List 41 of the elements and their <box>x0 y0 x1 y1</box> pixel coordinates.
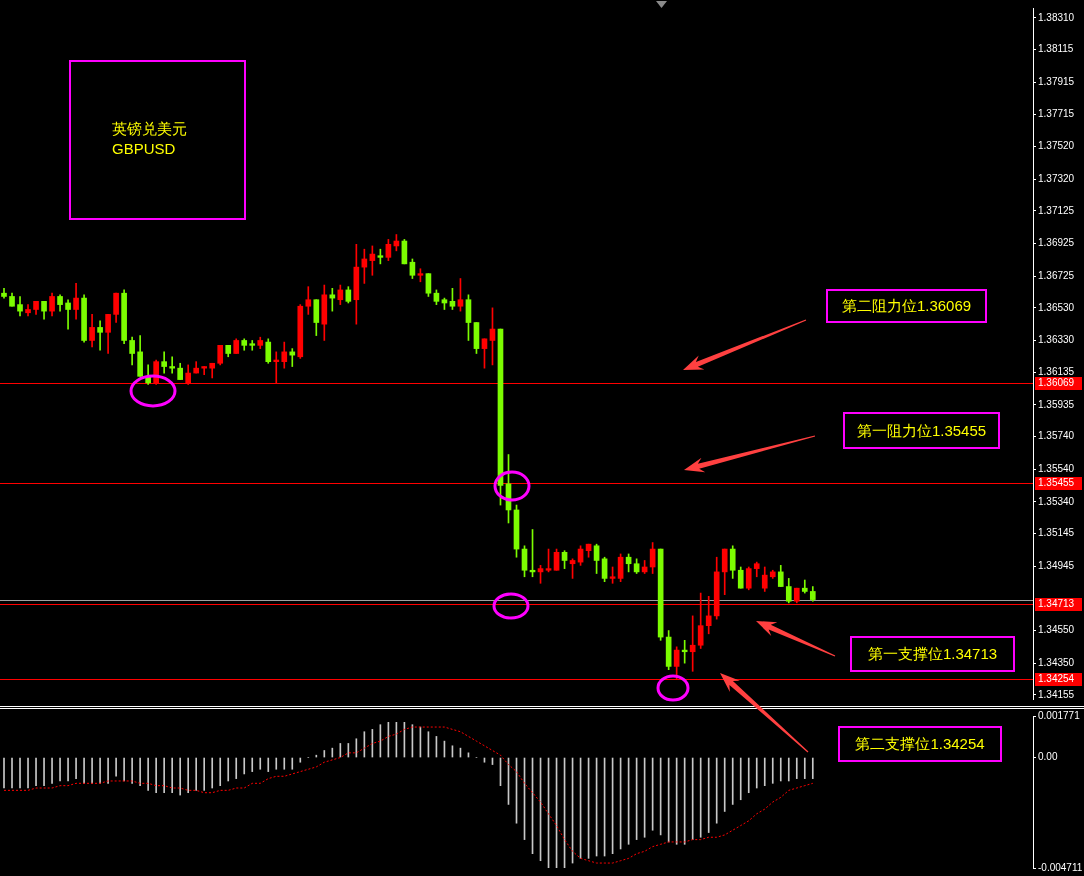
y-tick-label: 1.36530 <box>1038 301 1075 313</box>
y-tick-label: 1.38310 <box>1038 11 1075 23</box>
y-tick-label: 1.34550 <box>1038 624 1075 636</box>
ref-line-label: 1.34713 <box>1038 598 1075 610</box>
y-tick-label: 1.36135 <box>1038 365 1075 377</box>
annotation: 第一支撑位1.34713 <box>867 645 998 663</box>
text: 英镑兑美元 <box>112 120 187 137</box>
y-tick-label: 0.001771 <box>1038 709 1081 721</box>
candlestick <box>97 320 103 351</box>
y-tick-label: 1.35145 <box>1038 527 1075 539</box>
annotation: 第二支撑位1.34254 <box>855 735 985 753</box>
ref-line-label: 1.34254 <box>1038 673 1075 685</box>
y-tick-label: 1.38115 <box>1038 43 1074 55</box>
y-tick-label: 1.34350 <box>1038 656 1075 668</box>
y-tick-label: 1.37715 <box>1038 108 1075 120</box>
y-tick-label: -0.004711 <box>1038 861 1083 873</box>
y-tick-label: 1.34945 <box>1038 559 1075 571</box>
y-tick-label: 1.36725 <box>1038 269 1075 281</box>
candlestick <box>65 299 71 330</box>
y-tick-label: 1.37915 <box>1038 75 1075 87</box>
candlestick <box>169 356 175 374</box>
y-tick-label: 1.35340 <box>1038 495 1075 507</box>
y-tick-label: 1.35935 <box>1038 398 1075 410</box>
y-tick-label: 1.37125 <box>1038 204 1075 216</box>
y-tick-label: 1.34155 <box>1038 688 1075 700</box>
candlestick <box>201 366 208 376</box>
ref-line-label: 1.35455 <box>1038 477 1075 489</box>
ref-line-label: 1.36069 <box>1038 377 1075 389</box>
annotation: 第一阻力位1.35455 <box>856 421 987 440</box>
y-tick-label: 1.37320 <box>1038 172 1075 184</box>
candlestick <box>689 615 696 672</box>
y-tick-label: 1.35740 <box>1038 430 1075 442</box>
y-tick-label: 1.36925 <box>1038 237 1075 249</box>
y-tick-label: 1.37520 <box>1038 140 1075 152</box>
y-tick-label: 1.36330 <box>1038 334 1075 346</box>
y-tick-label: 1.35540 <box>1038 462 1075 474</box>
text: GBPUSD <box>112 140 176 157</box>
candlestick <box>249 340 256 351</box>
y-tick-label: 0.00 <box>1038 751 1058 763</box>
annotation: 第二阻力位1.36069 <box>841 297 972 315</box>
line-series <box>3 726 814 864</box>
